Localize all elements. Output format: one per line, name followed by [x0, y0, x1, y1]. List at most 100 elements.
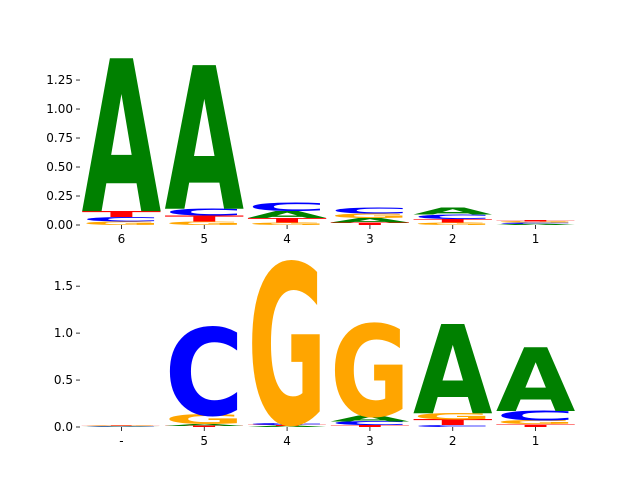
logo-letter: A — [82, 426, 162, 427]
letter-glyph: G — [247, 222, 327, 226]
logo-letter: G — [82, 425, 162, 426]
letter-glyph: C — [164, 207, 244, 218]
letter-glyph: T — [82, 425, 162, 426]
letter-glyph: A — [247, 209, 327, 220]
letter-glyph: T — [496, 423, 576, 428]
logo-letter: A — [330, 217, 410, 224]
logo-letter: A — [496, 331, 576, 432]
x-tick-label: 5 — [200, 434, 208, 448]
logo-letter: T — [413, 418, 493, 427]
logo-letter: T — [247, 217, 327, 224]
letter-glyph: A — [413, 206, 493, 217]
letter-glyph: A — [164, 26, 244, 256]
logo-letter: G — [330, 212, 410, 219]
letter-glyph: T — [164, 426, 244, 428]
y-tick-label: 1.5 — [54, 279, 73, 293]
logo-letter: C — [496, 222, 576, 224]
y-tick-label: 0.5 — [54, 373, 73, 387]
logo-letter: C — [164, 207, 244, 218]
letter-glyph: A — [164, 424, 244, 427]
letter-glyph: G — [413, 222, 493, 226]
x-tick-label: 1 — [532, 434, 540, 448]
letter-glyph: G — [164, 221, 244, 227]
logo-letter: T — [496, 423, 576, 428]
y-tick-label: 0.75 — [46, 131, 73, 145]
letter-glyph: A — [82, 426, 162, 427]
logo-letter: T — [496, 220, 576, 222]
x-tick-label: 3 — [366, 434, 374, 448]
letter-glyph: G — [496, 221, 576, 223]
x-tick-label: 4 — [283, 434, 291, 448]
logo-letter: G — [247, 222, 327, 226]
logo-letter: C — [330, 206, 410, 215]
logo-letter: T — [330, 425, 410, 428]
letter-glyph: G — [330, 212, 410, 219]
logo-letter: G — [496, 221, 576, 223]
logo-letter: T — [164, 214, 244, 223]
letter-glyph: C — [82, 216, 162, 223]
logo-letter: G — [164, 221, 244, 227]
logo-letter: G — [413, 222, 493, 226]
x-tick-label: 6 — [118, 232, 126, 246]
letter-glyph: A — [496, 331, 576, 432]
letter-glyph: T — [247, 217, 327, 224]
letter-glyph: C — [247, 201, 327, 214]
logo-letter: A — [247, 209, 327, 220]
logo-letter: G — [164, 412, 244, 427]
letter-glyph: T — [413, 418, 493, 427]
letter-glyph: T — [413, 218, 493, 224]
letter-glyph: T — [164, 214, 244, 223]
logo-letter: C — [330, 420, 410, 426]
x-tick-label: 4 — [283, 232, 291, 246]
y-tick-label: 0.00 — [46, 218, 73, 232]
letter-glyph: C — [496, 409, 576, 424]
letter-glyph: A — [82, 17, 162, 261]
letter-glyph: A — [330, 414, 410, 423]
letter-glyph: A — [330, 217, 410, 224]
letter-glyph: C — [413, 213, 493, 220]
y-tick-label: 0.50 — [46, 160, 73, 174]
y-tick-label: 0.0 — [54, 420, 73, 434]
letter-glyph: T — [496, 220, 576, 222]
letter-glyph: T — [247, 425, 327, 427]
logo-letter: A — [496, 224, 576, 226]
letter-glyph: C — [330, 420, 410, 426]
logo-letter: T — [247, 425, 327, 427]
letter-glyph: T — [330, 425, 410, 428]
x-tick-label: 2 — [449, 434, 457, 448]
y-tick-label: 1.0 — [54, 326, 73, 340]
logo-letter: C — [164, 304, 244, 443]
logo-letter: T — [413, 218, 493, 224]
y-tick-label: 1.00 — [46, 102, 73, 116]
logo-letter: C — [82, 216, 162, 223]
letter-glyph: A — [413, 300, 493, 442]
logo-letter: C — [247, 423, 327, 426]
logo-letter: A — [413, 300, 493, 442]
logo-letter: A — [330, 414, 410, 423]
logo-letter: A — [247, 426, 327, 428]
x-tick-label: 3 — [366, 232, 374, 246]
letter-glyph: G — [413, 411, 493, 422]
logo-letter: G — [82, 221, 162, 227]
x-tick-label: - — [119, 434, 123, 448]
logo-letter: A — [164, 424, 244, 427]
logo-letter: T — [330, 222, 410, 226]
y-tick-label: 1.25 — [46, 73, 73, 87]
letter-glyph: G — [330, 298, 410, 445]
letter-glyph: C — [413, 425, 493, 428]
logo-letter: A — [164, 26, 244, 256]
letter-glyph: A — [247, 426, 327, 428]
logo-letter: G — [496, 419, 576, 425]
letter-glyph: T — [82, 209, 162, 218]
logo-letter: C — [413, 213, 493, 220]
y-tick-label: 0.25 — [46, 189, 73, 203]
letter-glyph: C — [496, 222, 576, 224]
letter-glyph: C — [330, 206, 410, 215]
letter-glyph: G — [164, 412, 244, 427]
x-tick-label: 2 — [449, 232, 457, 246]
logo-letter: A — [82, 17, 162, 261]
logo-letter: T — [82, 209, 162, 218]
letter-glyph: G — [82, 425, 162, 426]
logo-letter: T — [164, 426, 244, 428]
